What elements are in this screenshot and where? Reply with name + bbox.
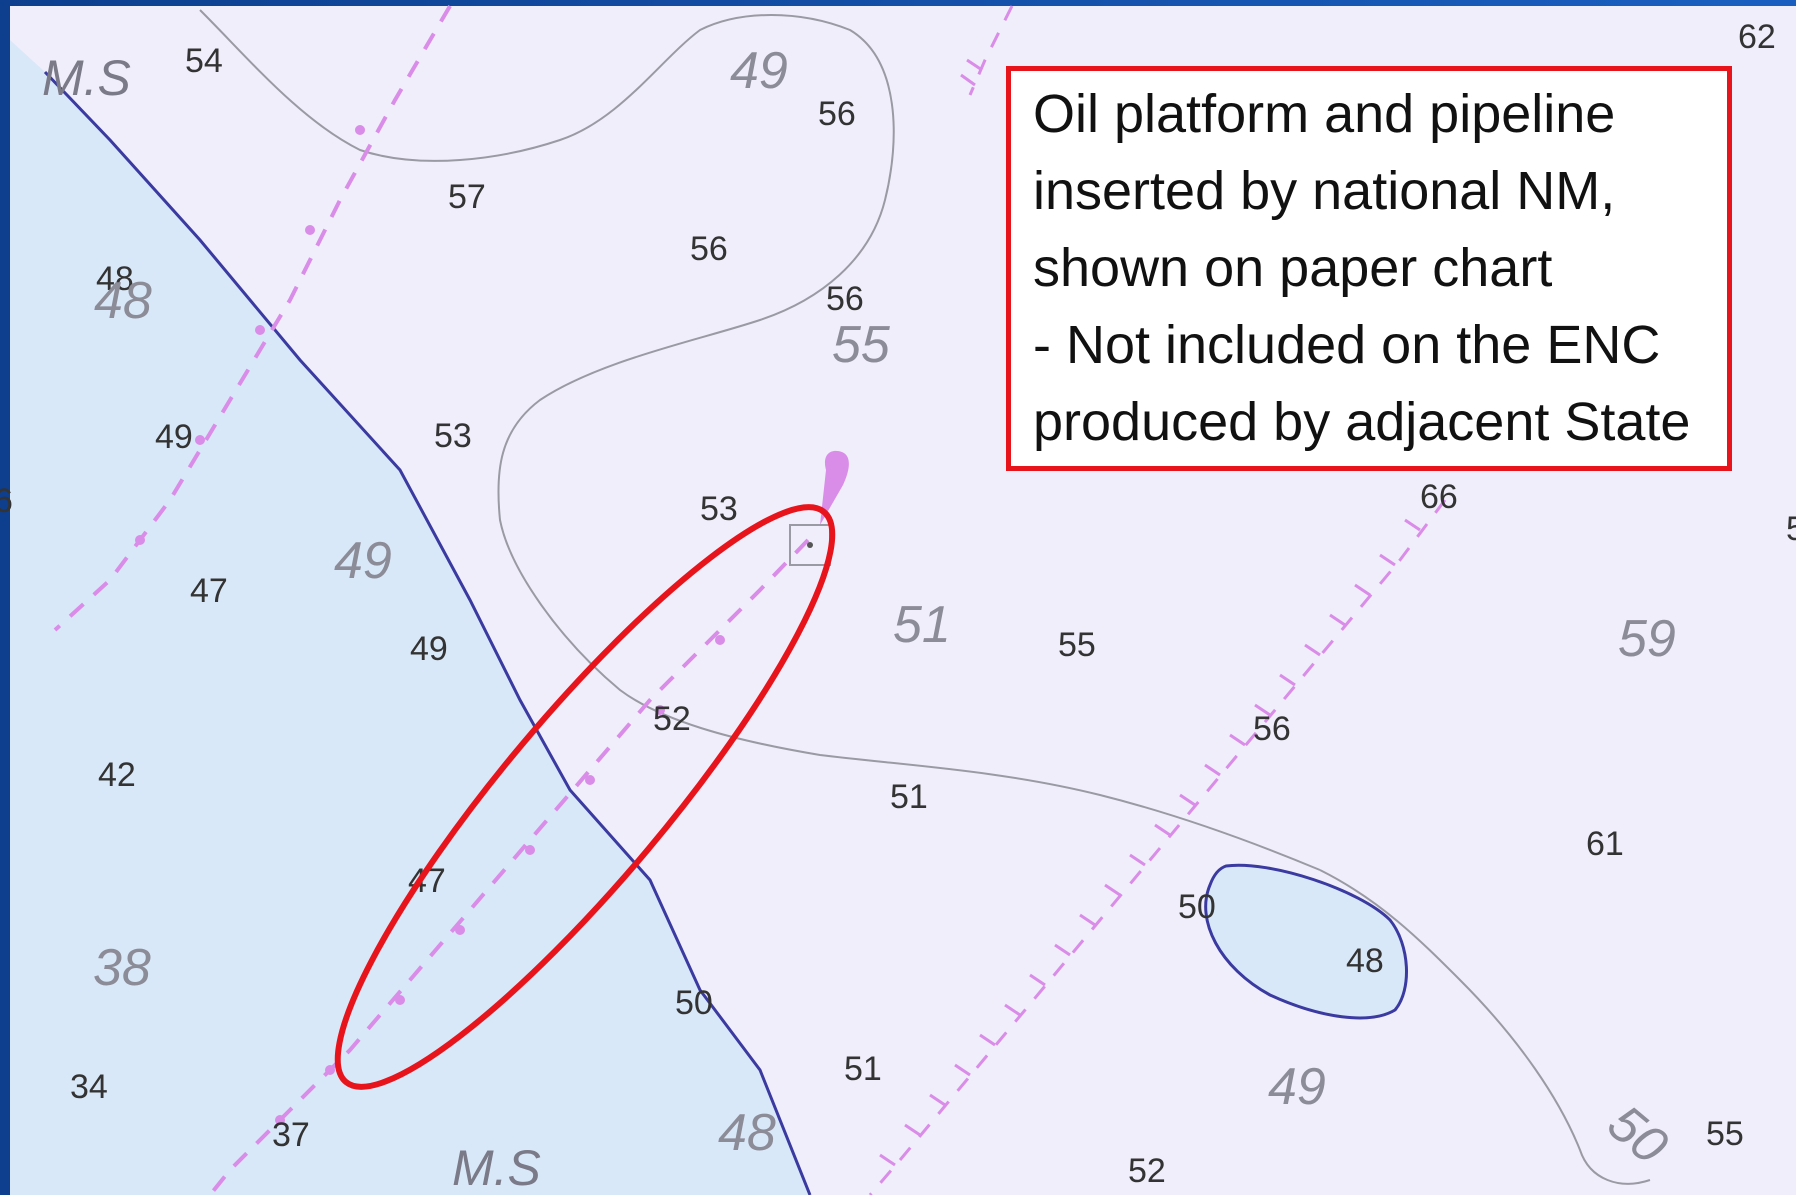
pipeline-dot xyxy=(655,705,665,715)
pipeline-dot xyxy=(275,1115,285,1125)
pipeline-icon xyxy=(53,4,810,1195)
sounding: 61 xyxy=(1586,825,1624,863)
sounding: 49 xyxy=(410,630,448,668)
sounding: 6 xyxy=(0,482,13,520)
sounding: 52 xyxy=(1128,1152,1166,1190)
sounding: 53 xyxy=(434,417,472,455)
callout-box: Oil platform and pipeline inserted by na… xyxy=(1006,66,1732,471)
cable-area-lower xyxy=(868,499,1447,1195)
platform-dot xyxy=(807,542,813,548)
platform-flare xyxy=(820,450,849,525)
callout-line: inserted by national NM, xyxy=(1033,161,1616,221)
sounding: 34 xyxy=(70,1068,108,1106)
sounding: 49 xyxy=(155,418,193,456)
area-label: M.S xyxy=(452,1140,541,1195)
sounding: 56 xyxy=(690,230,728,268)
contour-label: 38 xyxy=(93,939,151,997)
cable-ticks xyxy=(879,58,1421,1167)
sounding: 56 xyxy=(1253,710,1291,748)
highlight-ellipse xyxy=(334,504,836,1090)
sounding: 50 xyxy=(1178,888,1216,926)
cable-area-icon xyxy=(868,5,1447,1195)
contour-label: 49 xyxy=(334,532,392,590)
callout-line: - Not included on the ENC xyxy=(1033,315,1661,375)
sounding: 57 xyxy=(448,178,486,216)
sounding: 56 xyxy=(826,280,864,318)
pipeline-dot xyxy=(255,325,265,335)
sounding: 54 xyxy=(185,42,223,80)
sounding: 47 xyxy=(190,572,228,610)
pipeline-dot xyxy=(355,125,365,135)
pipeline-dot xyxy=(305,225,315,235)
contour-label: 48 xyxy=(718,1104,776,1162)
sounding: 55 xyxy=(1058,626,1096,664)
sounding: 66 xyxy=(1420,478,1458,516)
area-label: M.S xyxy=(42,50,131,106)
sounding: 53 xyxy=(700,490,738,528)
pipeline-dot xyxy=(525,845,535,855)
callout-line: Oil platform and pipeline xyxy=(1033,84,1616,144)
sounding: 48 xyxy=(1346,942,1384,980)
pipeline-dot xyxy=(585,775,595,785)
sounding: 48 xyxy=(96,260,134,298)
contour-label: 48 xyxy=(94,272,152,330)
sounding: 56 xyxy=(818,95,856,133)
contour-label: 59 xyxy=(1618,610,1676,668)
contour-label: 51 xyxy=(893,596,951,654)
sounding: 51 xyxy=(890,778,928,816)
depth-contour-upper xyxy=(199,9,1321,871)
pipeline-dot xyxy=(715,635,725,645)
callout-line: produced by adjacent State xyxy=(1033,392,1691,452)
pipeline-dot xyxy=(455,925,465,935)
pipeline-upper xyxy=(53,4,452,632)
shoal-area xyxy=(1204,863,1408,1020)
contour-label: 49 xyxy=(1268,1058,1326,1116)
pipeline-dot xyxy=(325,1065,335,1075)
cable-area-upper xyxy=(968,5,1014,96)
sounding: 55 xyxy=(1706,1115,1744,1153)
sounding: 37 xyxy=(272,1116,310,1154)
pipeline-dot xyxy=(195,435,205,445)
sounding: 50 xyxy=(675,984,713,1022)
pipeline-dot xyxy=(395,995,405,1005)
pipeline-dot xyxy=(135,535,145,545)
sounding: 42 xyxy=(98,756,136,794)
sounding: 5 xyxy=(1786,510,1796,548)
contour-label: 49 xyxy=(730,42,788,100)
shallow-area-main xyxy=(10,40,810,1195)
sounding: 52 xyxy=(653,700,691,738)
depth-contour-lower xyxy=(1319,869,1651,1185)
contour-label: 55 xyxy=(832,316,891,374)
sounding: 51 xyxy=(844,1050,882,1088)
sounding: 62 xyxy=(1738,18,1776,56)
callout-line: shown on paper chart xyxy=(1033,238,1553,298)
coastline xyxy=(43,70,812,1195)
